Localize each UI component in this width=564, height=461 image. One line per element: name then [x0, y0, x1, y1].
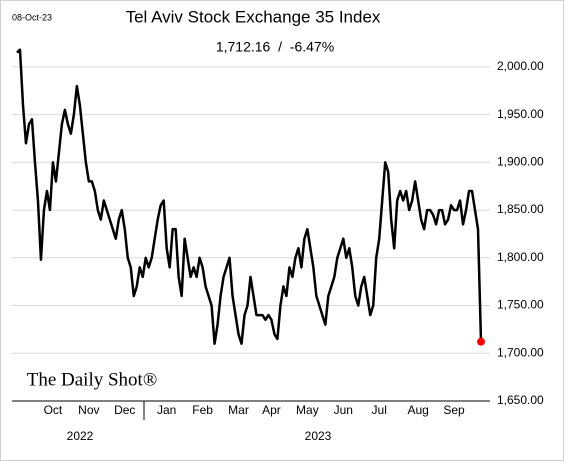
x-tick-label: May: [296, 403, 319, 417]
y-tick-label: 1,850.00: [497, 202, 544, 216]
x-tick-label: Jul: [372, 403, 387, 417]
x-tick-label: Aug: [407, 403, 428, 417]
line: [16, 48, 483, 345]
x-tick-label: Jan: [157, 403, 176, 417]
year-label: 2022: [67, 429, 94, 443]
y-tick-label: 1,800.00: [497, 250, 544, 264]
x-tick-label: Jun: [334, 403, 353, 417]
y-tick-label: 2,000.00: [497, 59, 544, 73]
chart-subtitle: 1,712.16 / -6.47%: [216, 39, 334, 55]
x-tick-label: Dec: [114, 403, 135, 417]
x-tick-label: Feb: [192, 403, 213, 417]
year-label: 2023: [305, 429, 332, 443]
y-tick-label: 1,950.00: [497, 107, 544, 121]
date-stamp: 08-Oct-23: [12, 12, 52, 22]
y-tick-label: 1,750.00: [497, 298, 544, 312]
x-tick-label: Oct: [44, 403, 63, 417]
y-tick-label: 1,650.00: [497, 393, 544, 407]
x-tick-label: Apr: [262, 403, 281, 417]
chart-title: Tel Aviv Stock Exchange 35 Index: [126, 7, 381, 26]
y-tick-label: 1,900.00: [497, 155, 544, 169]
y-tick-label: 1,700.00: [497, 345, 544, 359]
x-tick-label: Sep: [443, 403, 465, 417]
x-tick-label: Mar: [228, 403, 249, 417]
x-tick-label: Nov: [78, 403, 99, 417]
watermark: The Daily Shot®: [27, 369, 158, 390]
end-marker: [477, 337, 485, 346]
